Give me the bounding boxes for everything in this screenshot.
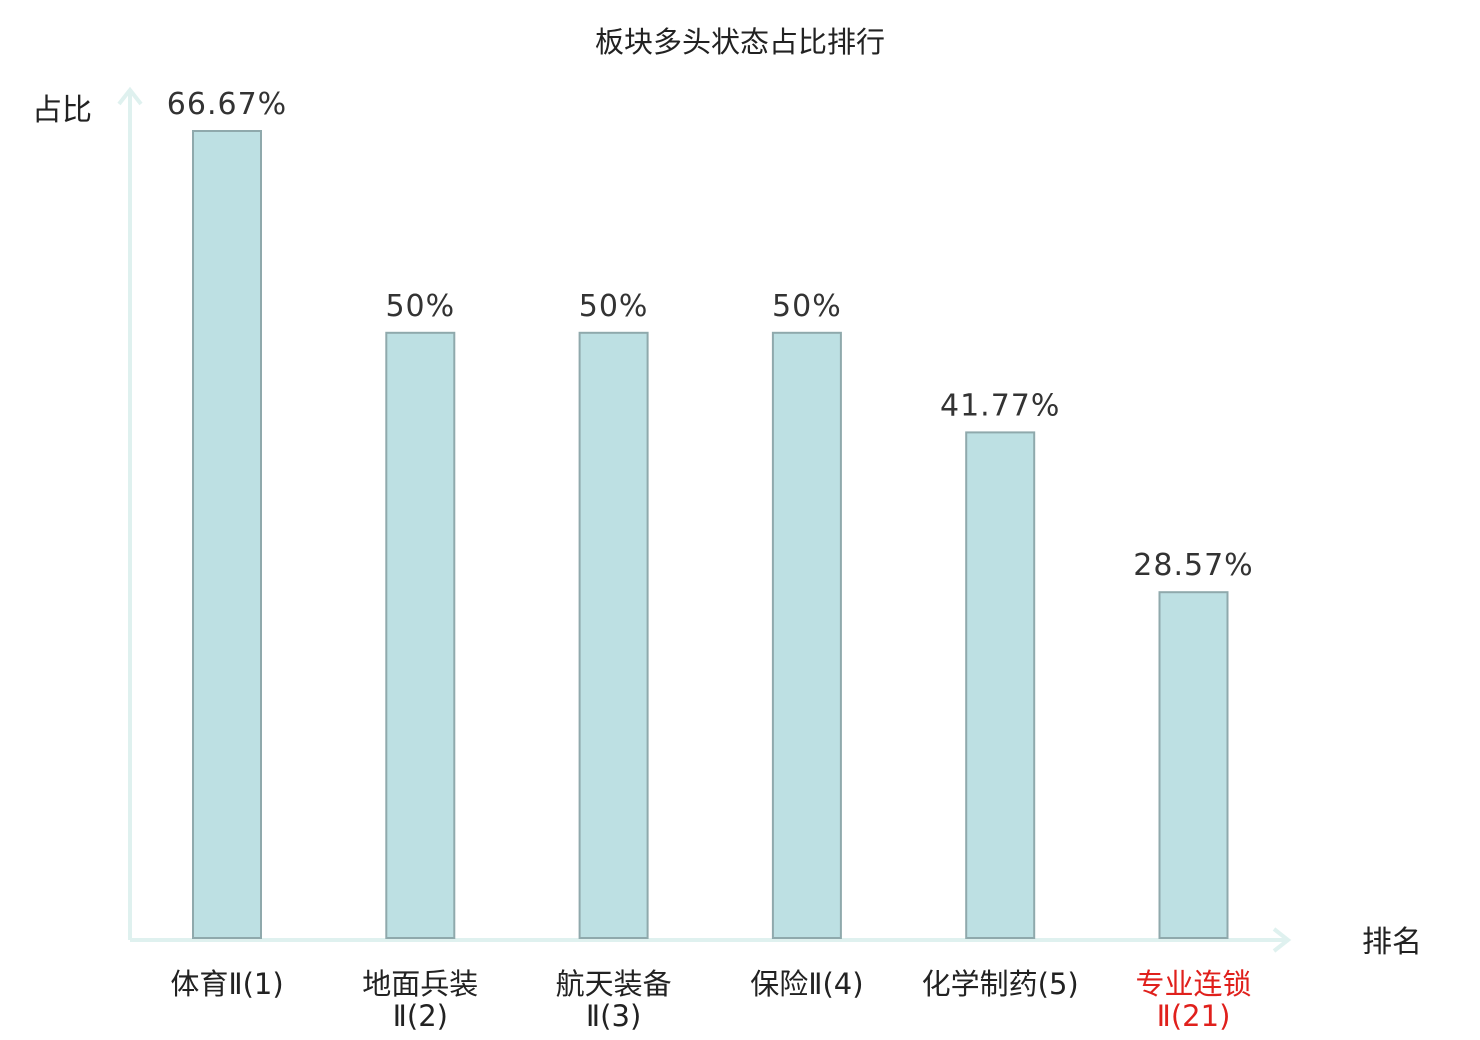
- value-labels-group: 66.67% 50% 50% 50% 41.77% 28.57%: [167, 87, 1253, 583]
- value-label-4: 50%: [772, 289, 842, 324]
- x-tick-label-6: 专业连锁: [1135, 967, 1251, 1001]
- x-tick-label-4: 保险Ⅱ(4): [750, 967, 863, 1001]
- x-tick-label-5: 化学制药(5): [922, 967, 1079, 1001]
- chart-title: 板块多头状态占比排行: [595, 25, 885, 59]
- x-tick-label-3: 航天装备: [556, 967, 672, 1001]
- x-tick-label-1: 体育Ⅱ(1): [170, 967, 283, 1001]
- bar-2: [385, 331, 456, 939]
- x-tick-label-6-line2: Ⅱ(21): [1157, 999, 1231, 1033]
- value-label-2: 50%: [385, 289, 455, 324]
- bar-3: [578, 331, 649, 939]
- x-tick-label-2-line2: Ⅱ(2): [393, 999, 448, 1033]
- bar-5: [965, 431, 1036, 939]
- axes: [117, 86, 1292, 953]
- x-tick-label-3-line2: Ⅱ(3): [586, 999, 641, 1033]
- value-label-6: 28.57%: [1133, 548, 1253, 583]
- x-axis-arrow: [1272, 927, 1292, 953]
- value-label-1: 66.67%: [167, 87, 287, 122]
- bar-6: [1158, 591, 1229, 939]
- y-axis-arrow: [117, 86, 143, 106]
- bars-group: [192, 130, 1229, 939]
- x-tick-label-2: 地面兵装: [362, 967, 478, 1001]
- value-label-5: 41.77%: [940, 388, 1060, 423]
- bar-4: [771, 331, 842, 939]
- x-axis-label: 排名: [1362, 925, 1422, 960]
- value-label-3: 50%: [579, 289, 649, 324]
- y-axis-label: 占比: [32, 93, 92, 128]
- bar-1: [192, 130, 262, 939]
